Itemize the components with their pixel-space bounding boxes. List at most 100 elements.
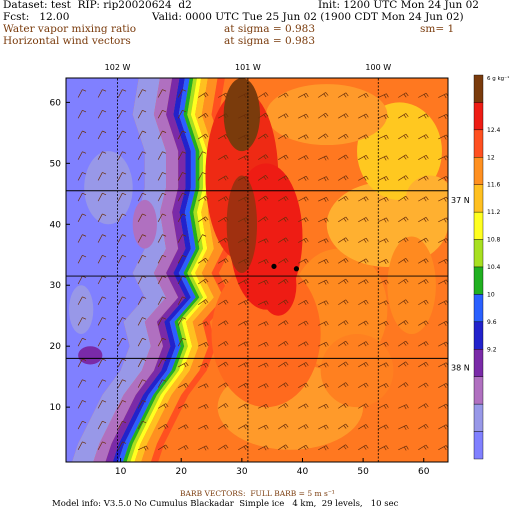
wind-barb xyxy=(438,362,448,368)
wind-barb xyxy=(418,92,429,98)
moisture-band xyxy=(118,78,196,462)
wind-barb xyxy=(157,423,169,430)
y-tick-label: 30 xyxy=(50,281,62,291)
wind-barb xyxy=(218,196,229,202)
field1-label: Water vapor mixing ratio xyxy=(3,23,137,35)
moisture-band xyxy=(126,78,204,462)
wind-barb xyxy=(258,445,269,451)
colorbar-swatch xyxy=(473,184,484,213)
x-tick-label: 10 xyxy=(115,467,127,477)
wind-barb xyxy=(218,258,229,264)
colorbar-label: 12.4 xyxy=(487,127,501,134)
wind-barb xyxy=(198,362,209,368)
wind-barb xyxy=(298,93,309,99)
wind-barb xyxy=(338,196,349,202)
station-marker xyxy=(293,266,300,272)
wind-barb xyxy=(218,154,229,160)
wind-barb xyxy=(117,400,127,409)
wind-barb xyxy=(298,341,309,347)
wind-barb xyxy=(378,114,389,120)
wind-barb xyxy=(117,234,127,243)
moisture-blob xyxy=(226,175,257,274)
wind-barb xyxy=(378,403,389,409)
wind-barb xyxy=(218,341,229,347)
colorbar-swatch xyxy=(473,266,484,295)
wind-barb xyxy=(318,383,329,389)
wind-barb xyxy=(197,257,209,264)
wind-barb xyxy=(177,337,187,347)
wind-barb xyxy=(418,382,429,388)
wind-barb xyxy=(97,89,107,98)
wind-barb xyxy=(418,403,429,409)
wind-barb xyxy=(318,92,329,98)
wind-barb xyxy=(318,279,329,285)
wind-barb xyxy=(378,279,389,285)
wind-barb xyxy=(97,255,107,264)
wind-barb xyxy=(278,134,289,140)
wind-barb xyxy=(77,400,87,409)
wind-barb xyxy=(278,258,289,264)
wind-barb xyxy=(197,278,209,285)
colorbar-swatch xyxy=(473,294,484,323)
model-info: Model info: V3.5.0 No Cumulus Blackadar … xyxy=(52,499,399,509)
wind-barb xyxy=(238,175,249,181)
wind-barb xyxy=(438,113,448,119)
wind-barb xyxy=(137,296,147,305)
wind-barb xyxy=(378,341,389,347)
wind-barb xyxy=(398,237,409,243)
wind-barb xyxy=(157,296,167,305)
wind-barb xyxy=(157,337,167,347)
wind-barb xyxy=(398,278,409,285)
wind-barb xyxy=(338,423,349,430)
colorbar-swatch xyxy=(473,102,484,131)
wind-barb xyxy=(157,403,169,409)
wind-barb xyxy=(418,237,429,243)
wind-barb xyxy=(238,196,249,202)
wind-barb xyxy=(157,444,169,451)
wind-barb xyxy=(298,155,309,161)
wind-barb xyxy=(438,320,448,326)
wind-barb xyxy=(117,109,127,119)
wind-barb xyxy=(197,133,209,140)
wind-barb xyxy=(97,317,107,326)
wind-barb xyxy=(157,109,167,119)
moisture-band xyxy=(150,78,231,462)
wind-barb xyxy=(198,404,209,410)
wind-barb xyxy=(97,358,107,368)
wind-barb xyxy=(278,340,289,347)
wind-barb xyxy=(318,341,329,347)
wind-barb xyxy=(117,213,127,223)
wind-barb xyxy=(278,382,289,388)
wind-barb xyxy=(238,382,249,388)
colorbar-swatch xyxy=(473,349,484,377)
wind-barb xyxy=(137,109,147,119)
wind-barb xyxy=(398,133,409,140)
wind-barb xyxy=(97,379,107,388)
wind-barb xyxy=(278,423,289,430)
wind-barb xyxy=(97,234,107,243)
wind-barb xyxy=(258,362,269,368)
wind-barb xyxy=(358,362,369,368)
wind-barb xyxy=(378,93,389,99)
wind-barb xyxy=(77,255,87,264)
wind-barb xyxy=(97,130,107,140)
wind-barb xyxy=(218,216,229,223)
wind-barb xyxy=(318,403,329,409)
wind-barb xyxy=(398,424,409,430)
wind-barb xyxy=(398,361,409,368)
wind-barb xyxy=(137,420,147,430)
y-tick-label: 60 xyxy=(50,98,62,108)
wind-barb xyxy=(298,444,309,451)
wind-barb xyxy=(258,238,269,244)
wind-barb xyxy=(137,172,147,181)
wind-barb xyxy=(338,133,349,140)
wind-barb xyxy=(218,113,229,119)
wind-barb xyxy=(138,445,149,451)
wind-barb xyxy=(278,361,289,368)
wind-barb xyxy=(117,441,127,450)
wind-barb xyxy=(258,112,269,119)
wind-barb xyxy=(97,192,107,202)
wind-barb xyxy=(77,317,87,326)
wind-barb xyxy=(378,238,389,244)
